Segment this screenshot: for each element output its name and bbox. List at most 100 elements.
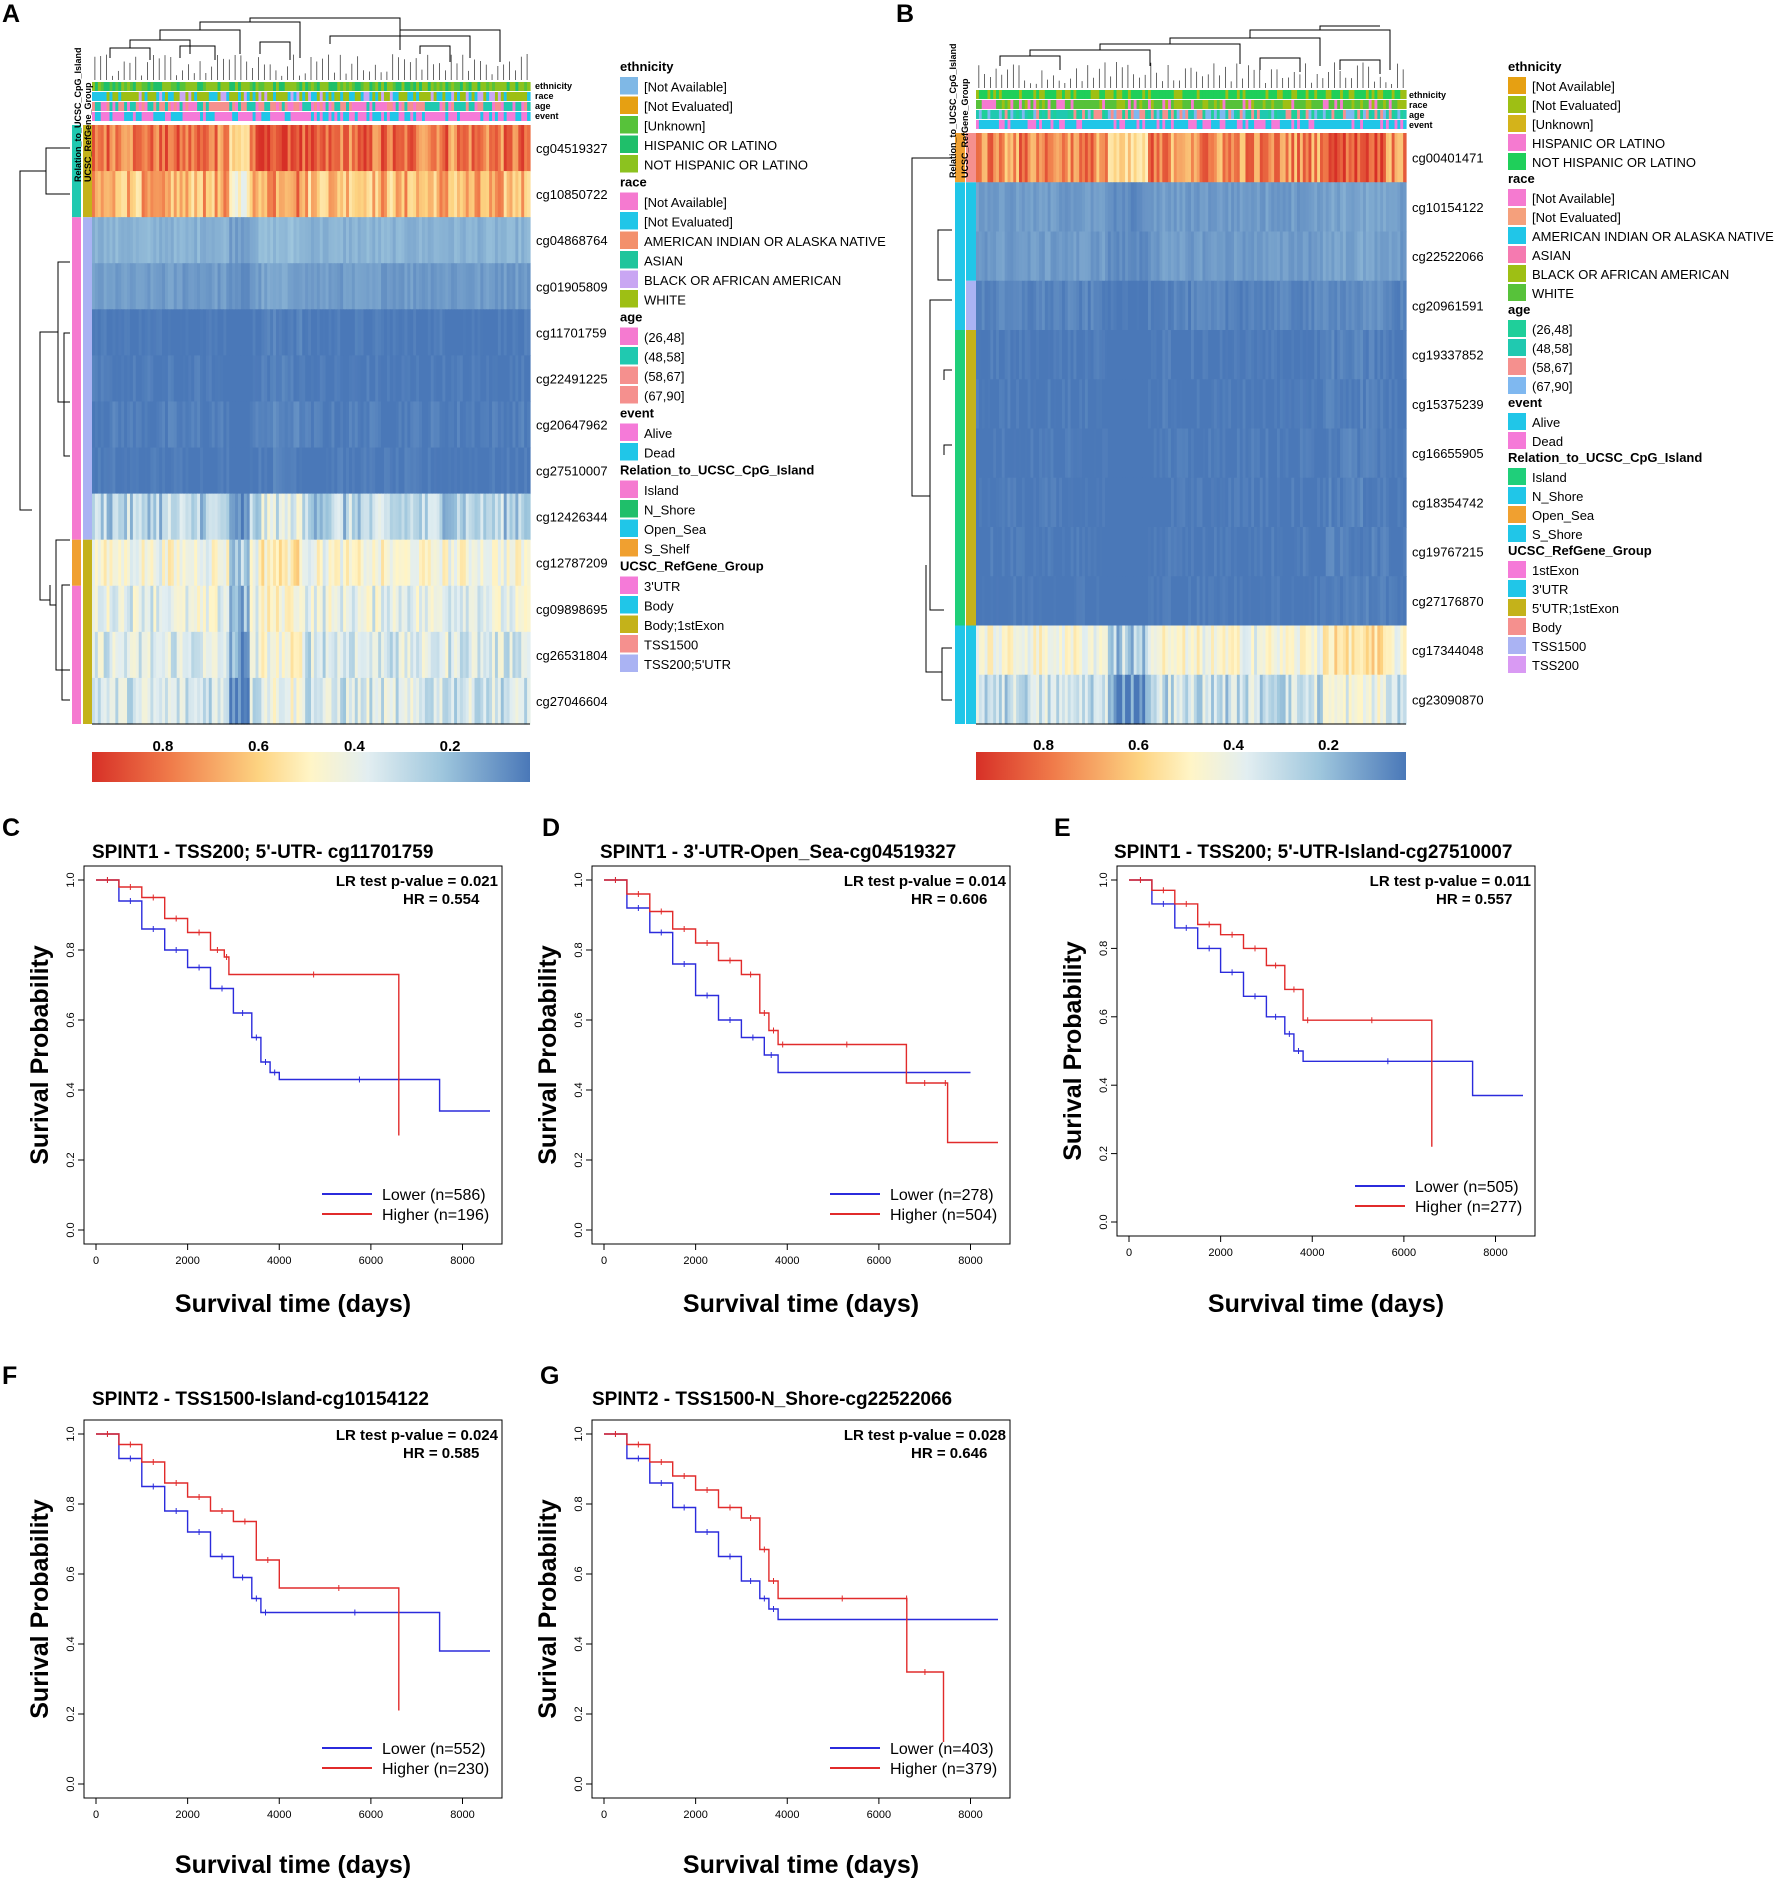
heatmap-cell [1202,477,1206,528]
heatmap-cell [381,493,385,541]
annotation-cell [384,92,388,101]
heatmap-cell [468,447,473,495]
heatmap-cell [474,677,479,725]
annotation-cell [150,102,154,111]
heatmap-cell [205,355,210,403]
heatmap-cell [1021,182,1026,233]
heatmap-cell [1073,330,1077,380]
heatmap-cell [240,585,245,633]
heatmap-cell [1345,182,1350,233]
heatmap-cell [124,539,128,587]
annotation-cell [165,92,169,101]
annotation-cell [1216,110,1221,119]
heatmap-row-cg16655905 [976,428,1407,479]
annotation-cell [124,102,128,111]
heatmap-cell [503,677,508,725]
heatmap-row-cg10850722 [92,171,531,218]
heatmap-cell [518,309,522,356]
annotation-cell [141,112,146,121]
annotation-cell [316,92,321,101]
heatmap-cell [121,493,125,541]
heatmap-cell [372,493,376,541]
heatmap-cell [348,677,353,725]
heatmap-cell [337,493,341,541]
annotation-cell [509,82,514,91]
annotation-cell [1053,100,1057,109]
heatmap-cell [357,677,362,725]
heatmap-cell [998,330,1003,380]
heatmap-cell [202,401,207,449]
heatmap-cell [346,493,350,541]
heatmap-cell [500,631,505,679]
heatmap-cell [1010,231,1014,282]
annotation-cell [357,92,362,101]
heatmap-cell [1159,182,1163,233]
heatmap-cell [1348,182,1353,233]
heatmap-cell [1193,379,1198,430]
heatmap-cell [1027,133,1032,183]
heatmap-cell [1391,576,1396,627]
annotation-cell [135,92,140,101]
heatmap-cell [1056,477,1060,528]
heatmap-cell [521,631,525,679]
annotation-cell [1084,100,1089,109]
annotation-cell [1159,110,1163,119]
heatmap-cell [506,355,511,403]
heatmap-cell [384,355,388,403]
heatmap-cell [252,677,257,725]
annotation-cell [1001,90,1006,99]
annotation-bar-race [976,100,1407,109]
annotation-cell [223,82,227,91]
heatmap-cell [92,585,96,633]
heatmap-cell [1371,527,1376,577]
heatmap-cell [1371,330,1376,380]
legend-item-label: [Not Available] [644,80,727,95]
heatmap-cell [1047,182,1052,233]
heatmap-cell [981,133,986,183]
annotation-cell [1110,110,1115,119]
annotation-cell [1234,110,1238,119]
annotation-cell [1239,120,1244,129]
dendro-branch [937,229,952,281]
heatmap-cell [249,125,254,172]
heatmap-cell [1317,527,1321,577]
heatmap-cell [1302,428,1307,479]
heatmap-cell [343,631,347,679]
heatmap-cell [1400,182,1404,233]
heatmap-cell [1219,477,1224,528]
heatmap-cell [1351,330,1355,380]
annotation-cell [398,92,403,101]
heatmap-cell [471,493,476,541]
heatmap-cell [334,355,338,403]
annotation-cell [512,92,516,101]
annotation-cell [132,92,137,101]
heatmap-cell [1188,379,1192,430]
heatmap-cell [1225,280,1229,331]
heatmap-cell [188,355,192,403]
heatmap-cell [94,677,99,725]
annotation-cell [990,110,994,119]
legend-item-label: TSS200;5'UTR [644,657,731,672]
heatmap-cell [981,280,986,331]
heatmap-cell [1185,231,1189,282]
heatmap-cell [305,493,309,541]
heatmap-cell [1188,428,1192,479]
heatmap-cell [524,263,528,310]
heatmap-cell [386,401,391,449]
heatmap-cell [1285,527,1290,577]
heatmap-cell [521,309,525,356]
heatmap-cell [322,355,327,403]
annotation-cell [1150,110,1155,119]
annotation-cell [421,92,426,101]
heatmap-cell [1222,477,1226,528]
heatmap-cell [1093,182,1097,233]
heatmap-cell [410,447,414,495]
heatmap-cell [492,125,496,172]
annotation-cell [167,112,172,121]
heatmap-cell [1383,231,1387,282]
annotation-cell [389,82,394,91]
annotation-cell [480,82,484,91]
heatmap-cell [337,309,341,356]
dendro-branch [61,584,70,701]
